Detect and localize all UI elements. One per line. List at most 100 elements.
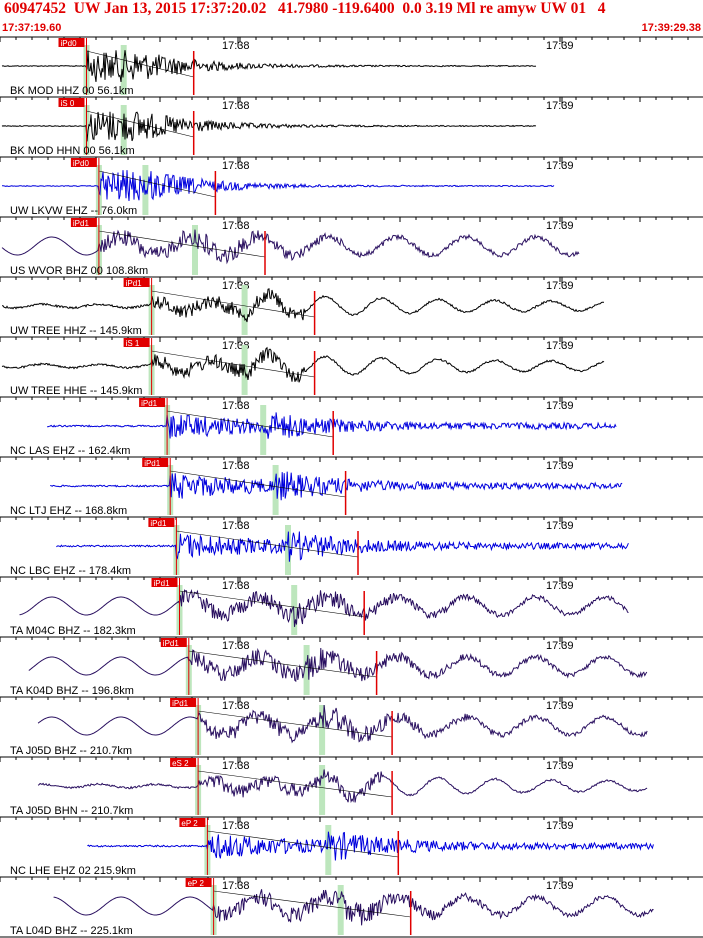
- travel-curve: [86, 50, 194, 78]
- waveform[interactable]: [87, 831, 654, 861]
- waveform[interactable]: [2, 170, 555, 202]
- pick-flag[interactable]: [58, 98, 85, 107]
- pick-flag[interactable]: [142, 458, 169, 467]
- travel-curve: [151, 290, 315, 318]
- s-window: [319, 705, 326, 755]
- trace-row[interactable]: 17:38 17:39 eS 2 TA J05D BHN -- 210.7km: [0, 756, 703, 817]
- minute-label: 17:38: [222, 520, 250, 532]
- pick-flag[interactable]: [70, 218, 97, 227]
- pick-label: iPd0: [61, 39, 78, 48]
- station-label: NC LAS EHZ -- 162.4km: [10, 445, 130, 457]
- s-window: [337, 885, 344, 935]
- travel-curve: [213, 890, 411, 918]
- trace-row[interactable]: 17:38 17:39 eP 2 TA L04D BHZ -- 225.1km: [0, 876, 703, 937]
- pick-label: eS 2: [172, 759, 189, 768]
- travel-curve: [98, 170, 216, 198]
- minute-label: 17:39: [546, 700, 574, 712]
- minute-label: 17:39: [546, 160, 574, 172]
- pick-flag[interactable]: [123, 278, 150, 287]
- pick-label: iS 1: [126, 339, 140, 348]
- waveform[interactable]: [1, 229, 580, 265]
- minute-label: 17:38: [222, 160, 250, 172]
- pick-label: iPd1: [154, 579, 171, 588]
- pick-flag[interactable]: [160, 638, 187, 647]
- trace-row[interactable]: 17:38 17:39 iPd0 UW LKVW EHZ -- 76.0km: [0, 156, 703, 217]
- travel-curve: [167, 410, 334, 438]
- trace-row[interactable]: 17:38 17:39 iPd1 TA K04D BHZ -- 196.8km: [0, 636, 703, 697]
- pick-flag[interactable]: [170, 698, 197, 707]
- trace-row[interactable]: 17:38 17:39 iPd0 BK MOD HHZ 00 56.1km: [0, 36, 703, 97]
- waveform[interactable]: [53, 889, 654, 926]
- pick-flag[interactable]: [179, 818, 206, 827]
- waveform[interactable]: [37, 704, 648, 744]
- pick-flag[interactable]: [151, 578, 178, 587]
- station-label: NC LTJ EHZ -- 168.8km: [10, 505, 127, 517]
- pick-label: iPd0: [73, 159, 90, 168]
- minute-label: 17:38: [222, 700, 250, 712]
- station-label: TA J05D BHN -- 210.7km: [10, 805, 133, 817]
- station-label: NC LBC EHZ -- 178.4km: [10, 565, 131, 577]
- minute-label: 17:39: [546, 760, 574, 772]
- trace-row[interactable]: 17:38 17:39 eP 2 NC LHE EHZ 02 215.9km: [0, 816, 703, 877]
- minute-label: 17:38: [222, 460, 250, 472]
- waveform[interactable]: [47, 412, 617, 439]
- station-label: TA L04D BHZ -- 225.1km: [10, 925, 133, 937]
- s-window: [285, 525, 291, 575]
- pick-label: iS 0: [61, 99, 75, 108]
- waveform[interactable]: [37, 769, 648, 804]
- s-window: [192, 225, 198, 275]
- waveform[interactable]: [19, 588, 629, 627]
- station-label: BK MOD HHN 00 56.1km: [10, 145, 135, 157]
- event-title: 60947452 UW Jan 13, 2015 17:37:20.02 41.…: [4, 0, 606, 17]
- pick-label: eP 2: [181, 819, 198, 828]
- end-time-label: 17:39:29.38: [641, 22, 701, 34]
- pick-flag[interactable]: [185, 878, 212, 887]
- trace-row[interactable]: 17:38 17:39 iPd1 NC LAS EHZ -- 162.4km: [0, 396, 703, 457]
- waveform[interactable]: [56, 531, 629, 562]
- waveform[interactable]: [1, 346, 605, 383]
- minute-label: 17:39: [546, 820, 574, 832]
- minute-label: 17:39: [546, 40, 574, 52]
- travel-curve: [176, 530, 359, 558]
- minute-label: 17:38: [222, 880, 250, 892]
- trace-row[interactable]: 17:38 17:39 iPd1 TA J05D BHZ -- 210.7km: [0, 696, 703, 757]
- waveform[interactable]: [28, 647, 648, 683]
- waveform[interactable]: [2, 288, 605, 323]
- s-window: [303, 645, 310, 695]
- pick-flag[interactable]: [58, 38, 85, 47]
- station-label: TA M04C BHZ -- 182.3km: [10, 625, 136, 637]
- pick-flag[interactable]: [139, 398, 166, 407]
- trace-row[interactable]: 17:38 17:39 iPd1 US WVOR BHZ 00 108.8km: [0, 216, 703, 277]
- waveform[interactable]: [50, 471, 623, 501]
- station-label: UW LKVW EHZ -- 76.0km: [10, 205, 137, 217]
- minute-label: 17:38: [222, 220, 250, 232]
- travel-curve: [170, 470, 346, 498]
- station-label: TA J05D BHZ -- 210.7km: [10, 745, 132, 757]
- pick-label: iPd1: [172, 699, 189, 708]
- trace-row[interactable]: 17:38 17:39 iS 0 BK MOD HHN 00 56.1km: [0, 96, 703, 157]
- pick-label: iPd1: [150, 519, 167, 528]
- station-label: NC LHE EHZ 02 215.9km: [10, 865, 136, 877]
- pick-flag[interactable]: [148, 518, 175, 527]
- pick-flag[interactable]: [123, 338, 150, 347]
- waveform[interactable]: [1, 111, 537, 142]
- pick-label: eP 2: [188, 879, 205, 888]
- pick-flag[interactable]: [70, 158, 97, 167]
- event-header: 60947452 UW Jan 13, 2015 17:37:20.02 41.…: [0, 0, 703, 36]
- s-window: [319, 765, 326, 815]
- pick-label: iPd1: [144, 459, 161, 468]
- trace-row[interactable]: 17:38 17:39 iPd1 NC LTJ EHZ -- 168.8km: [0, 456, 703, 517]
- waveform[interactable]: [1, 50, 537, 82]
- trace-row[interactable]: 17:38 17:39 iPd1 TA M04C BHZ -- 182.3km: [0, 576, 703, 637]
- travel-curve: [207, 830, 399, 858]
- trace-row[interactable]: 17:38 17:39 iPd1 NC LBC EHZ -- 178.4km: [0, 516, 703, 577]
- pick-label: iPd1: [141, 399, 158, 408]
- pick-label: iPd1: [73, 219, 90, 228]
- start-time-label: 17:37:19.60: [2, 22, 62, 34]
- pick-flag[interactable]: [170, 758, 197, 767]
- station-label: TA K04D BHZ -- 196.8km: [10, 685, 134, 697]
- minute-label: 17:38: [222, 820, 250, 832]
